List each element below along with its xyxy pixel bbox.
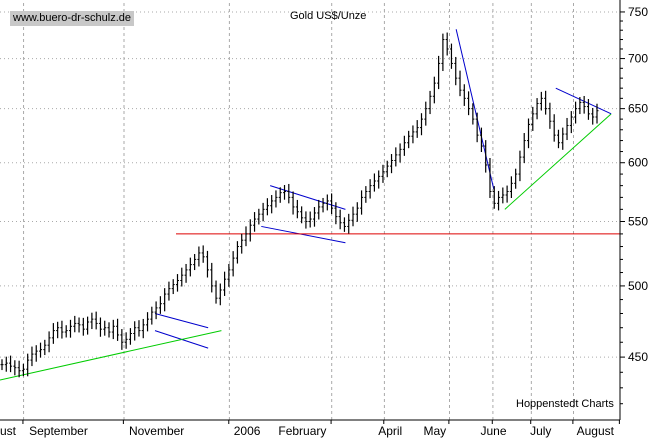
x-tick-label: ust [0, 424, 17, 438]
grid-lines [0, 3, 621, 420]
x-tick-label: July [530, 424, 551, 438]
chart-title: Gold US$/Unze [290, 10, 367, 22]
x-tick-label: February [278, 424, 326, 438]
channel-line [261, 225, 346, 244]
price-bars [0, 32, 599, 378]
x-tick-label: June [481, 424, 507, 438]
channel-line [154, 313, 209, 329]
x-tick-label: August [577, 424, 615, 438]
x-tick-label: April [378, 424, 402, 438]
y-tick-label: 750 [628, 5, 648, 19]
watermark-label: www.buero-dr-schulz.de [10, 11, 134, 26]
y-tick-label: 650 [628, 102, 648, 116]
x-tick-label: November [129, 424, 184, 438]
x-tick-label: September [29, 424, 88, 438]
chart-axes: 450 500 550 600 650 700 750 ust September Novembe… [0, 0, 648, 438]
y-tick-label: 600 [628, 156, 648, 170]
y-tick-label: 550 [628, 215, 648, 229]
source-label: Hoppenstedt Charts [516, 398, 614, 410]
downtrend-line [455, 29, 495, 190]
y-tick-label: 450 [628, 350, 648, 364]
x-tick-label: May [423, 424, 446, 438]
x-tick-label: 2006 [234, 424, 261, 438]
downtrend-line [555, 87, 612, 115]
chart-annotations [0, 29, 620, 381]
y-tick-label: 500 [628, 279, 648, 293]
y-tick-label: 700 [628, 52, 648, 66]
uptrend-line [0, 330, 222, 381]
channel-line [269, 185, 346, 210]
uptrend-line [504, 113, 612, 210]
